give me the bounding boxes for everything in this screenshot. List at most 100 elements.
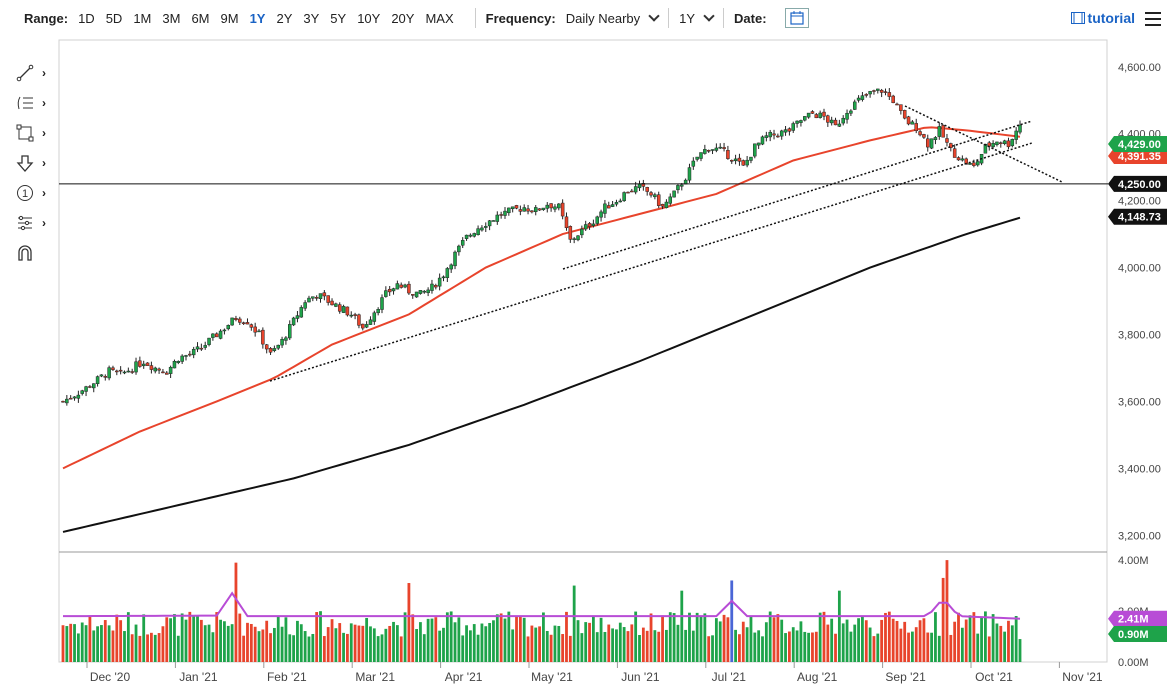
volume-bar [841,623,845,662]
range-button-max[interactable]: MAX [425,10,454,26]
price-tick-label: 3,600.00 [1118,396,1161,408]
candle [80,390,84,394]
candle [376,309,380,314]
volume-bar [691,630,695,662]
candle [822,111,826,117]
volume-bar [834,633,837,662]
candle [895,103,899,106]
candle [622,192,626,202]
volume-bar [588,622,591,662]
calendar-button[interactable] [784,8,809,28]
candle [1014,130,1018,140]
volume-bar [714,618,718,662]
candle [199,347,204,350]
candle [806,112,811,118]
volume-bar [142,614,146,662]
candle [276,344,280,349]
x-tick-label: Jul '21 [712,670,747,684]
menu-button[interactable] [1145,12,1161,30]
candle [530,210,534,213]
range-button-1y[interactable]: 1Y [249,10,266,26]
volume-bar [269,633,272,662]
volume-bar [234,562,238,662]
volume-bar [861,616,864,662]
candle [956,157,961,161]
fib-tool[interactable]: › [16,88,56,118]
candle [779,130,784,137]
pitchfork-tool-icon [18,215,32,231]
volume-bar [522,617,526,662]
range-button-3y[interactable]: 3Y [303,10,320,26]
trendline-resistance[interactable] [904,105,1063,183]
frequency-dropdown[interactable]: Daily Nearby [565,10,660,26]
volume-bar [369,626,372,662]
volume-bar [115,614,119,662]
candle [249,324,254,328]
candle [107,367,111,379]
candle [472,233,476,237]
candle [849,110,853,114]
range-button-1m[interactable]: 1M [133,10,152,26]
volume-bar [903,621,907,662]
candle [222,329,227,332]
candle [833,119,838,126]
volume-bar [219,619,222,662]
volume-bar [684,629,688,662]
candle [591,223,596,226]
volume-bar [188,611,192,662]
tutorial-link[interactable]: tutorial [1070,10,1135,26]
candle [460,240,465,246]
range-button-6m[interactable]: 6M [191,10,210,26]
volume-bar [960,627,964,662]
volume-bar [953,621,957,662]
range-button-2y[interactable]: 2Y [276,10,293,26]
trendline-upper[interactable] [562,120,1033,270]
candle [706,150,711,152]
volume-bar [276,615,280,662]
volume-bar [192,616,196,662]
candle [268,348,273,353]
x-tick-label: Jan '21 [179,670,218,684]
volume-bar [442,627,445,662]
range-button-10y[interactable]: 10Y [357,10,381,26]
frequency-value: Daily Nearby [565,10,641,26]
range-button-1d[interactable]: 1D [78,10,95,26]
range-button-5y[interactable]: 5Y [330,10,347,26]
volume-bar [1018,639,1022,662]
period-dropdown[interactable]: 1Y [679,10,715,26]
line-tool[interactable]: › [16,58,56,88]
range-button-5d[interactable]: 5D [105,10,123,26]
candle [291,317,296,326]
candle [649,192,653,196]
magnet-tool[interactable] [16,238,56,268]
candle [226,325,231,330]
volume-bar [934,612,937,662]
range-button-3m[interactable]: 3M [162,10,181,26]
number-tool[interactable]: 1 › [16,178,56,208]
volume-bar [626,631,630,662]
volume-bar [257,631,261,662]
candle [576,235,580,241]
volume-bar [995,623,999,662]
trendline-lower[interactable] [269,142,1033,382]
range-button-20y[interactable]: 20Y [391,10,415,26]
candle [668,196,673,204]
arrow-tool[interactable]: › [16,148,56,178]
candle [361,323,365,329]
candle [526,208,530,212]
volume-bar [641,627,645,662]
fib-tool-icon [17,96,33,110]
rectangle-tool[interactable]: › [16,118,56,148]
volume-bar [741,621,745,662]
volume-bar [453,622,457,662]
candle [580,228,584,236]
line-tool-icon [16,64,34,82]
candle [238,318,242,323]
volume-bar [434,617,438,662]
range-button-9m[interactable]: 9M [220,10,239,26]
x-tick-label: Nov '21 [1062,670,1103,684]
pitchfork-tool[interactable]: › [16,208,56,238]
candle [945,138,949,143]
period-value: 1Y [679,10,696,26]
